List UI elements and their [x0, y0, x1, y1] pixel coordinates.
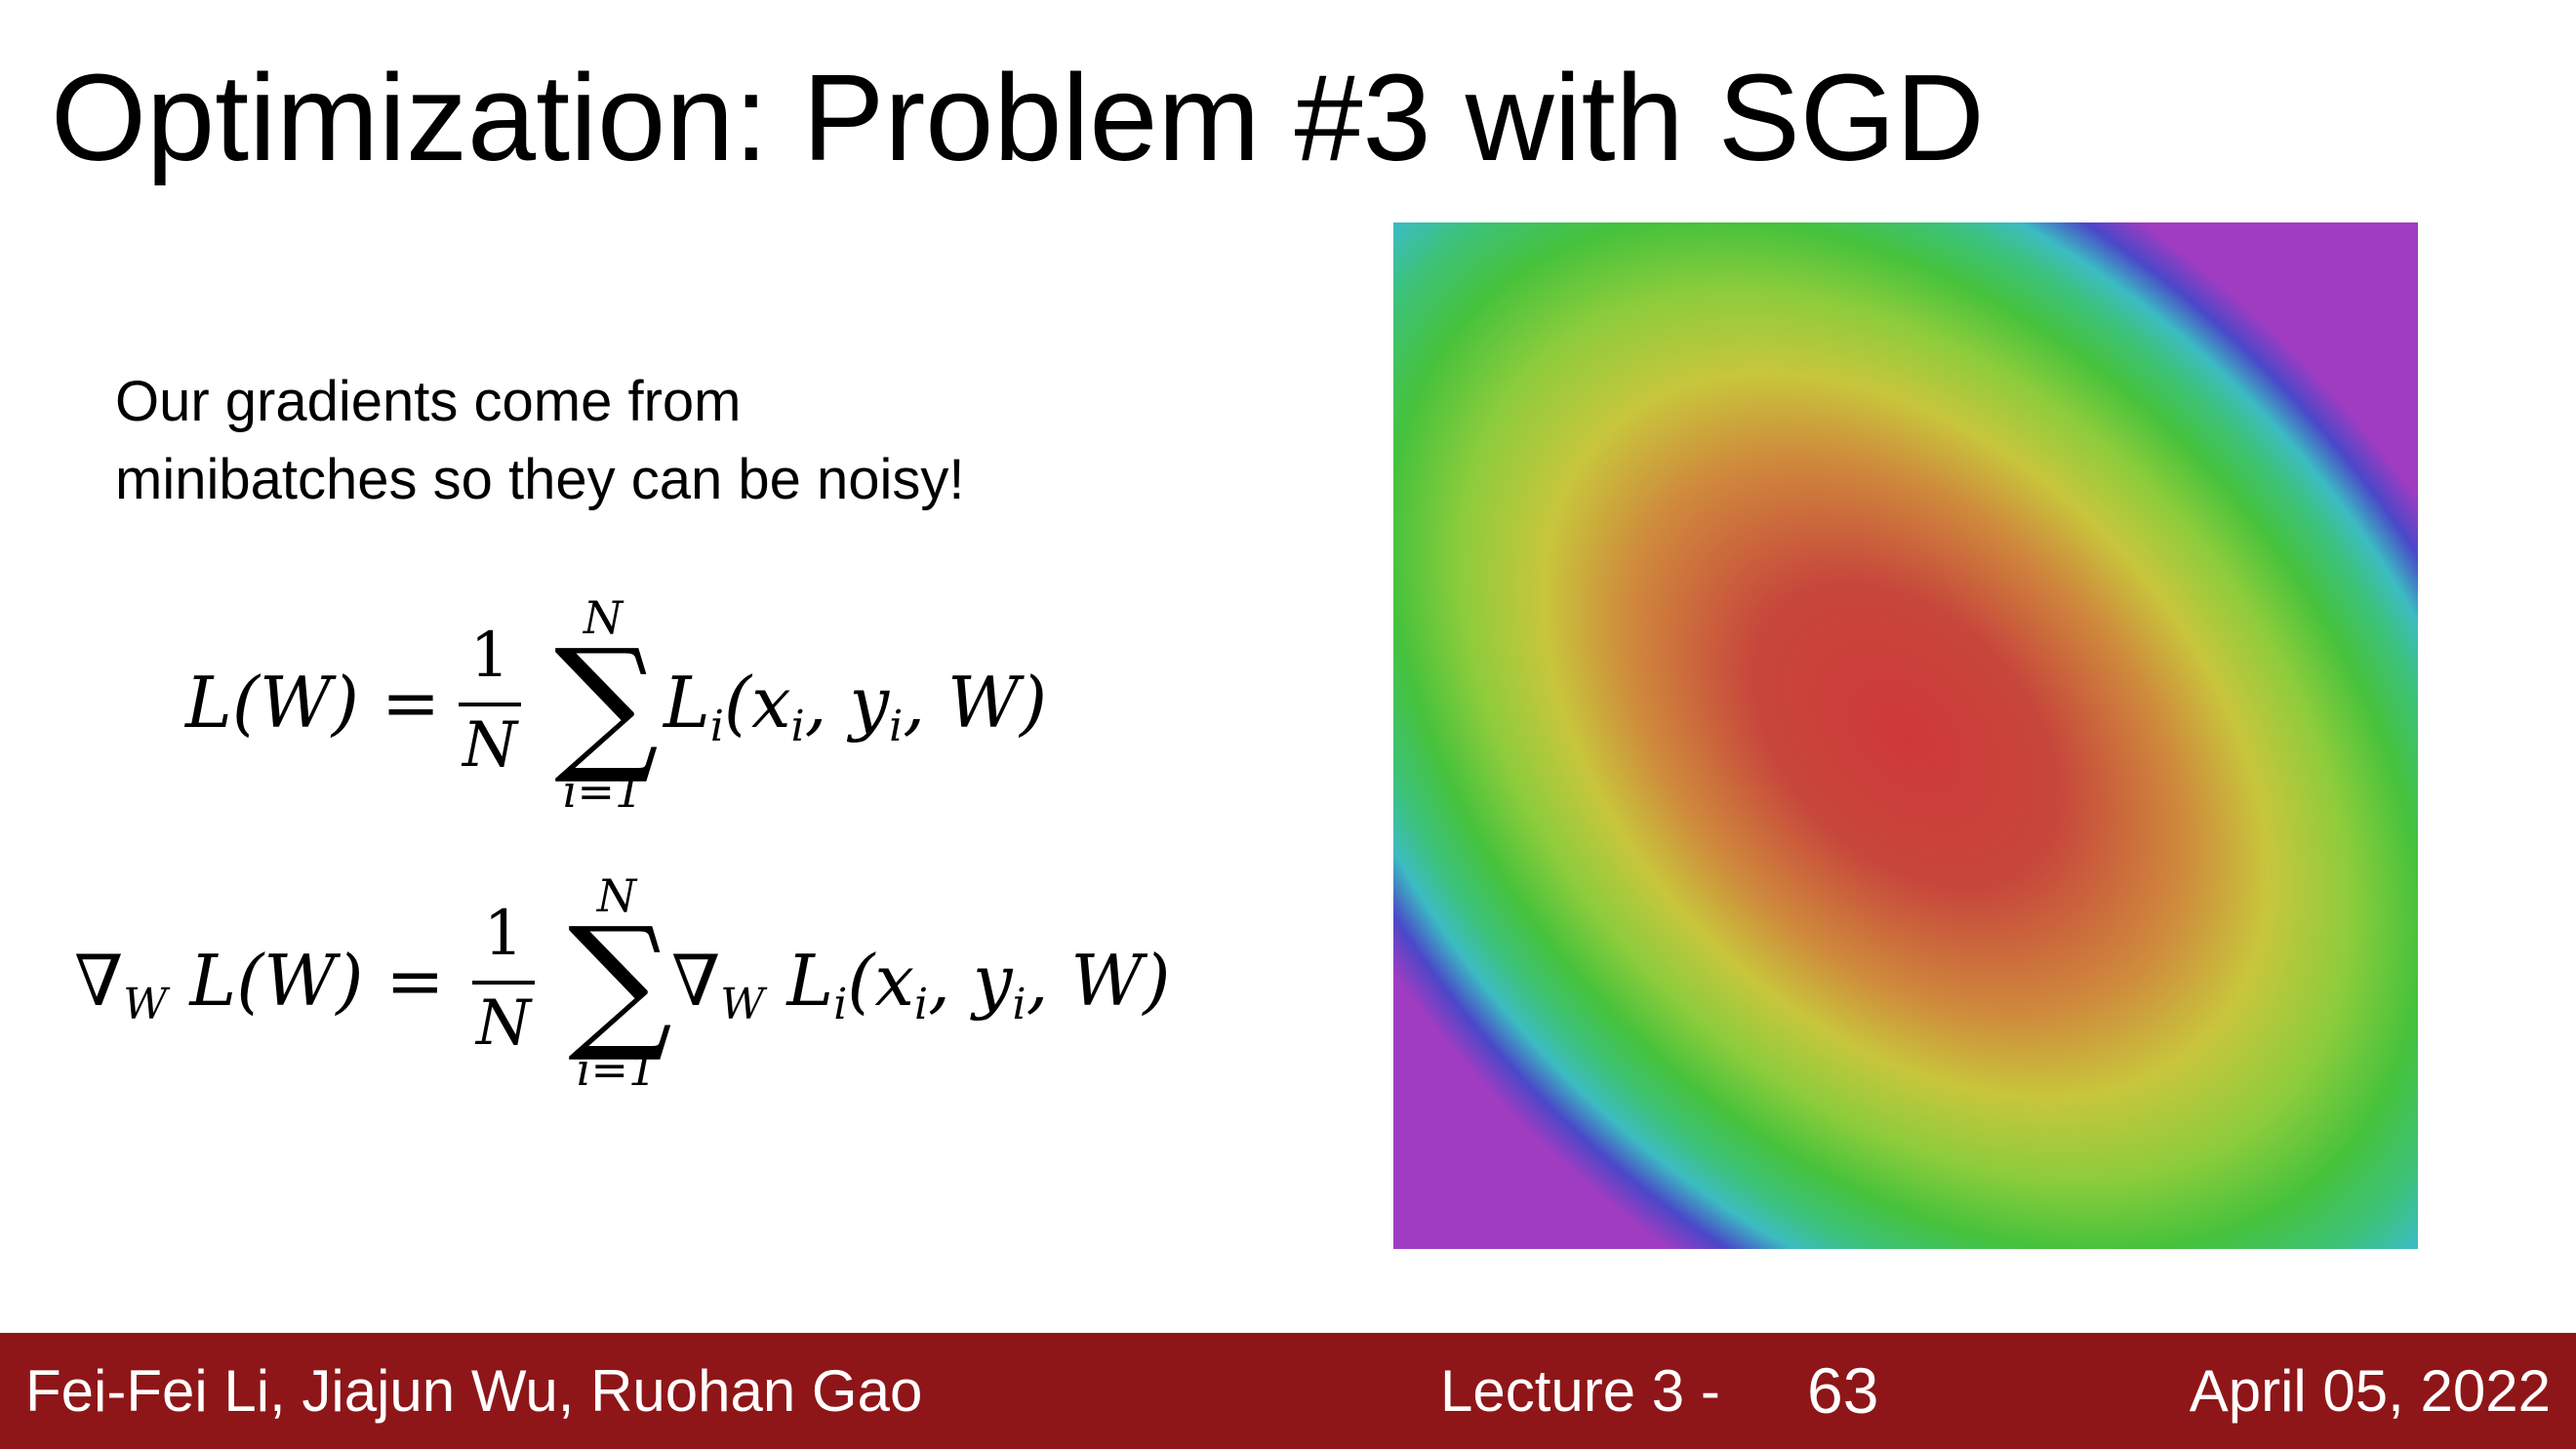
loss-landscape-plot [1393, 222, 2418, 1249]
body-line-1: Our gradients come from [115, 370, 742, 433]
eq1-sum-upper: N [583, 591, 624, 644]
footer-date: April 05, 2022 [2189, 1358, 2551, 1424]
eq2-term-nabla: ∇ [671, 940, 721, 1022]
eq1-sum-symbol: ∑ [554, 619, 660, 788]
eq1-y-part: , y [804, 662, 890, 744]
eq2-nabla: ∇ [74, 940, 124, 1022]
eq2-sum-symbol: ∑ [568, 897, 673, 1067]
eq1-term-main: L [664, 662, 710, 744]
landscape-fill [1393, 222, 2418, 1249]
eq2-lhs-group: ∇W L(W) = [74, 946, 445, 1026]
eq2-term-main: L [786, 940, 834, 1022]
eq1-y-sub: i [889, 702, 904, 751]
eq1-sum-lower: i=1 [562, 765, 644, 818]
eq2-frac-den: N [476, 987, 531, 1060]
eq1-lhs: L(W) = [185, 662, 441, 744]
eq2-sum-upper: N [596, 869, 637, 922]
slide-title: Optimization: Problem #3 with SGD [51, 49, 1985, 186]
eq2-term-args: (x [847, 940, 914, 1022]
eq1-term: Li(xi, yi, W) [664, 667, 1047, 748]
gradient-equation: ∇W L(W) = 1 N N ∑ i=1 ∇W Li(xi, yi, W) [74, 873, 1196, 1098]
eq2-x-sub: i [914, 980, 929, 1029]
slide-footer: Fei-Fei Li, Jiajun Wu, Ruohan Gao Lectur… [0, 1333, 2576, 1449]
eq1-tail: , W) [903, 662, 1048, 744]
eq1-term-args: (x [723, 662, 791, 744]
eq1-frac-den: N [463, 709, 517, 782]
eq2-frac-num: 1 [483, 898, 524, 970]
loss-equation: L(W) = 1 N N ∑ i=1 Li(xi, yi, W) [185, 595, 1064, 820]
eq2-term-sub: i [833, 980, 848, 1029]
eq2-sum-lower: i=1 [576, 1043, 658, 1096]
slide-body-text: Our gradients come from minibatches so t… [115, 363, 1286, 519]
eq2-y-sub: i [1012, 980, 1026, 1029]
eq1-x-sub: i [790, 702, 805, 751]
footer-authors: Fei-Fei Li, Jiajun Wu, Ruohan Gao [25, 1358, 923, 1424]
loss-landscape-svg [1393, 222, 2418, 1249]
eq2-tail: , W) [1026, 940, 1171, 1022]
footer-page-number: 63 [1807, 1354, 1879, 1427]
eq1-frac-num: 1 [469, 620, 510, 692]
eq2-term-nabla-sub: W [720, 980, 765, 1029]
eq1-frac-bar [459, 703, 521, 706]
footer-lecture: Lecture 3 - [1440, 1358, 1720, 1424]
body-line-2: minibatches so they can be noisy! [115, 448, 965, 511]
eq2-nabla-sub: W [123, 980, 168, 1029]
eq2-y-part: , y [928, 940, 1013, 1022]
eq2-term: ∇W Li(xi, yi, W) [671, 946, 1170, 1026]
eq2-frac-bar [472, 981, 535, 985]
eq1-term-sub: i [709, 702, 724, 751]
eq2-lhs: L(W) = [189, 940, 445, 1022]
